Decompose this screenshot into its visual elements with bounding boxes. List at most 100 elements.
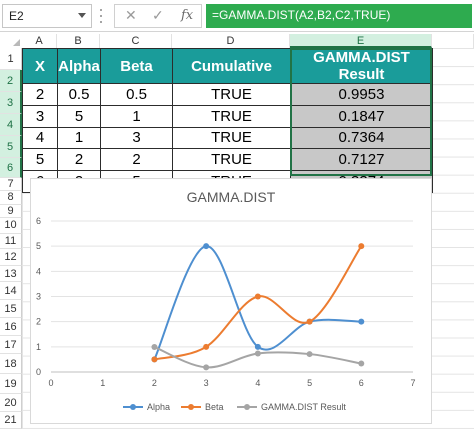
chart-area[interactable]: GAMMA.DIST 0 1 2 3 4 5 6 0 1 2 3 4 5 6 7 Alpha Beta GAMMA… [30, 178, 432, 424]
cell-cumulative[interactable]: TRUE [172, 104, 291, 128]
row-header-10[interactable]: 10 [0, 218, 22, 234]
row-header-19[interactable]: 19 [0, 374, 22, 394]
cell-beta[interactable]: 0.5 [100, 83, 173, 106]
row-header-18[interactable]: 18 [0, 354, 22, 374]
cell-cumulative[interactable]: TRUE [172, 126, 291, 150]
x-tick-label: 3 [204, 378, 209, 388]
insert-function-icon[interactable]: fx [181, 8, 194, 23]
column-header-c[interactable]: C [100, 34, 172, 48]
row-header-4[interactable]: 4 [0, 114, 22, 136]
cell-result[interactable]: 0.7127 [290, 148, 433, 172]
table-row: 2 0.5 0.5 TRUE 0.9953 [22, 83, 433, 106]
row-header-13[interactable]: 13 [0, 265, 22, 282]
y-tick-label: 2 [36, 317, 41, 327]
cell-beta[interactable]: 1 [100, 104, 173, 128]
row-header-17[interactable]: 17 [0, 336, 22, 354]
header-cell-cumulative[interactable]: Cumulative [172, 48, 291, 84]
cell-cumulative[interactable]: TRUE [172, 148, 291, 172]
cell-x[interactable]: 2 [22, 83, 58, 106]
cell-alpha[interactable]: 2 [57, 148, 101, 172]
cell-alpha[interactable]: 1 [57, 126, 101, 150]
column-header-f[interactable] [432, 34, 474, 48]
row-header-1[interactable]: 1 [0, 48, 22, 70]
x-tick-label: 6 [359, 378, 364, 388]
formula-bar-grip-icon[interactable] [99, 9, 103, 23]
chart-plot: 0 1 2 3 4 5 6 0 1 2 3 4 5 6 7 Alpha Beta GAMMA.DIST Resul… [36, 216, 416, 412]
header-cell-x[interactable]: X [22, 48, 58, 84]
series-line [154, 245, 363, 361]
cell-result[interactable]: 0.7364 [290, 126, 433, 150]
row-header-21[interactable]: 21 [0, 412, 22, 429]
row-header-20[interactable]: 20 [0, 394, 22, 412]
row-header-5[interactable]: 5 [0, 136, 22, 158]
chart-title[interactable]: GAMMA.DIST [186, 189, 276, 205]
row-header-14[interactable]: 14 [0, 282, 22, 300]
column-header-b[interactable]: B [57, 34, 100, 48]
row-header-12[interactable]: 12 [0, 249, 22, 266]
data-point [358, 318, 365, 325]
data-point [254, 350, 261, 357]
cell-alpha[interactable]: 0.5 [57, 83, 101, 106]
series-line [154, 346, 362, 369]
x-tick-label: 0 [48, 378, 53, 388]
table-row: 4 1 3 TRUE 0.7364 [22, 126, 433, 150]
row-header-6[interactable]: 6 [0, 158, 22, 178]
table-row: 3 5 1 TRUE 0.1847 [22, 104, 433, 128]
row-header-2[interactable]: 2 [0, 70, 22, 92]
cell-x[interactable]: 3 [22, 104, 58, 128]
legend-label: Beta [205, 402, 224, 412]
x-tick-label: 5 [307, 378, 312, 388]
row-header-9[interactable]: 9 [0, 204, 22, 218]
y-tick-label: 4 [36, 266, 41, 276]
data-point [254, 343, 261, 350]
formula-bar: E2 ✕ ✓ fx =GAMMA.DIST(A2,B2,C2,TRUE) [0, 0, 474, 32]
legend-marker [244, 404, 250, 410]
row-header-7[interactable]: 7 [0, 178, 22, 192]
header-cell-beta[interactable]: Beta [100, 48, 173, 84]
column-header-d[interactable]: D [172, 34, 290, 48]
row-header-3[interactable]: 3 [0, 92, 22, 114]
y-tick-label: 5 [36, 241, 41, 251]
header-cell-alpha[interactable]: Alpha [57, 48, 101, 84]
row-header-8[interactable]: 8 [0, 191, 22, 205]
select-all-button[interactable] [0, 34, 22, 48]
series-line [153, 245, 362, 360]
legend-marker [188, 404, 194, 410]
cell-beta[interactable]: 3 [100, 126, 173, 150]
name-box-dropdown-icon[interactable] [78, 13, 86, 18]
data-point [151, 356, 158, 363]
column-header-e[interactable]: E [290, 34, 432, 48]
cell-result[interactable]: 0.1847 [290, 104, 433, 128]
y-tick-label: 1 [36, 342, 41, 352]
data-point [203, 243, 210, 250]
cell-result[interactable]: 0.9953 [290, 83, 433, 106]
enter-icon[interactable]: ✓ [152, 7, 164, 23]
cell-beta[interactable]: 2 [100, 148, 173, 172]
x-tick-label: 1 [100, 378, 105, 388]
legend-label: GAMMA.DIST Result [261, 402, 346, 412]
table-header-row: X Alpha Beta Cumulative GAMMA.DIST Resul… [22, 48, 433, 84]
row-header-16[interactable]: 16 [0, 318, 22, 336]
header-cell-result[interactable]: GAMMA.DIST Result [290, 48, 433, 84]
data-point [151, 343, 158, 350]
x-tick-label: 2 [152, 378, 157, 388]
data-point [203, 343, 210, 350]
cell-alpha[interactable]: 5 [57, 104, 101, 128]
table-row: 5 2 2 TRUE 0.7127 [22, 148, 433, 172]
y-tick-label: 3 [36, 292, 41, 302]
cancel-icon[interactable]: ✕ [125, 7, 137, 23]
name-box-value: E2 [9, 9, 24, 23]
column-header-a[interactable]: A [22, 34, 57, 48]
cell-x[interactable]: 5 [22, 148, 58, 172]
name-box[interactable]: E2 [2, 4, 92, 28]
data-point [203, 364, 210, 371]
cell-cumulative[interactable]: TRUE [172, 83, 291, 106]
row-header-11[interactable]: 11 [0, 233, 22, 249]
data-point [254, 293, 261, 300]
row-header-15[interactable]: 15 [0, 300, 22, 318]
legend-marker [130, 404, 136, 410]
formula-input[interactable]: =GAMMA.DIST(A2,B2,C2,TRUE) [206, 4, 472, 28]
x-tick-label: 4 [255, 378, 260, 388]
data-point [306, 318, 313, 325]
cell-x[interactable]: 4 [22, 126, 58, 150]
